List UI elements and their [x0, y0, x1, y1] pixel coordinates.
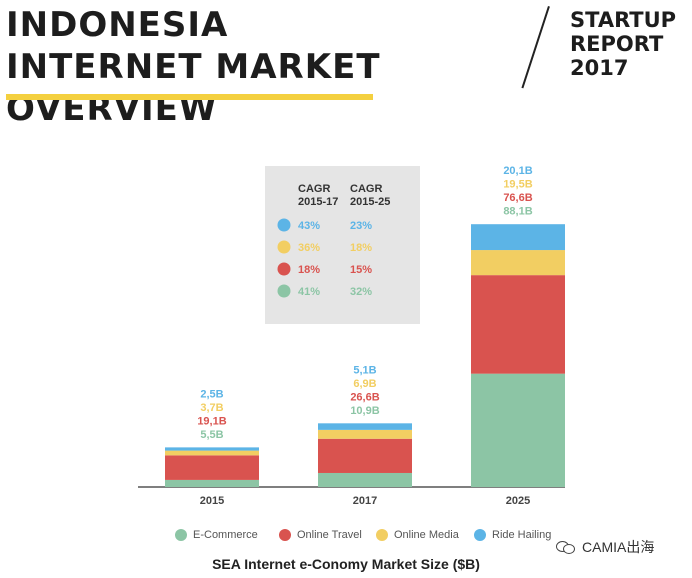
cagr-value: 41%	[298, 286, 320, 298]
x-axis-title: SEA Internet e-Conomy Market Size ($B)	[212, 556, 480, 572]
x-tick-2017: 2017	[353, 495, 377, 507]
bar-e-commerce-2015	[165, 479, 259, 487]
legend-item-online-travel: Online Travel	[279, 529, 362, 541]
bar-online-travel-2017	[318, 438, 412, 473]
bar-online-travel-2025	[471, 275, 565, 374]
bar-e-commerce-2025	[471, 373, 565, 487]
data-label-online-travel-2015: 19,1B	[197, 415, 226, 427]
bar-e-commerce-2017	[318, 472, 412, 487]
title-underline	[6, 94, 373, 100]
cagr-value: 43%	[298, 220, 320, 232]
bar-ride-hailing-2025	[471, 224, 565, 251]
data-label-online-media-2015: 3,7B	[200, 402, 223, 414]
legend-swatch	[376, 529, 388, 541]
data-label-ride-hailing-2025: 20,1B	[503, 165, 532, 177]
bar-ride-hailing-2015	[165, 447, 259, 451]
cagr-value: 36%	[298, 242, 320, 254]
watermark: CAMIA出海	[556, 537, 654, 557]
legend-swatch	[279, 529, 291, 541]
report-label: STARTUP REPORT 2017	[570, 8, 677, 80]
chart-legend: E-Commerce Online Travel Online Media Ride …	[0, 529, 692, 549]
data-label-online-media-2017: 6,9B	[353, 378, 376, 390]
cagr-header-1: 2015-17	[298, 196, 338, 208]
cagr-header-2: CAGR	[350, 183, 382, 195]
bar-online-media-2017	[318, 429, 412, 439]
legend-swatch	[474, 529, 486, 541]
cagr-header-2: 2015-25	[350, 196, 390, 208]
cagr-dot-ride-hailing	[277, 218, 291, 232]
cagr-value: 15%	[350, 264, 372, 276]
bar-online-media-2025	[471, 250, 565, 276]
legend-swatch	[175, 529, 187, 541]
cagr-table-box	[265, 166, 420, 324]
cagr-dot-e-commerce	[277, 284, 291, 298]
data-label-e-commerce-2025: 88,1B	[503, 206, 532, 218]
data-label-e-commerce-2015: 5,5B	[200, 429, 223, 441]
bar-ride-hailing-2017	[318, 423, 412, 430]
cagr-value: 18%	[350, 242, 372, 254]
legend-label: Online Travel	[297, 529, 362, 541]
data-label-ride-hailing-2015: 2,5B	[200, 388, 223, 400]
cagr-dot-online-media	[277, 240, 291, 254]
x-tick-2015: 2015	[200, 495, 224, 507]
cagr-header-1: CAGR	[298, 183, 330, 195]
cagr-value: 32%	[350, 286, 372, 298]
legend-label: E-Commerce	[193, 529, 258, 541]
watermark-text: CAMIA出海	[582, 539, 655, 555]
bar-online-travel-2015	[165, 455, 259, 480]
legend-item-e-commerce: E-Commerce	[175, 529, 258, 541]
legend-label: Online Media	[394, 529, 459, 541]
legend-item-ride-hailing: Ride Hailing	[474, 529, 551, 541]
data-label-online-travel-2025: 76,6B	[503, 192, 532, 204]
cagr-value: 23%	[350, 220, 372, 232]
x-tick-2025: 2025	[506, 495, 530, 507]
data-label-online-travel-2017: 26,6B	[350, 391, 379, 403]
legend-item-online-media: Online Media	[376, 529, 459, 541]
bar-online-media-2015	[165, 450, 259, 456]
data-label-ride-hailing-2017: 5,1B	[353, 364, 376, 376]
data-label-online-media-2025: 19,5B	[503, 179, 532, 191]
legend-label: Ride Hailing	[492, 529, 552, 541]
cagr-dot-online-travel	[277, 262, 291, 276]
chat-bubbles-icon	[556, 539, 576, 555]
cagr-value: 18%	[298, 264, 320, 276]
data-label-e-commerce-2017: 10,9B	[350, 405, 379, 417]
